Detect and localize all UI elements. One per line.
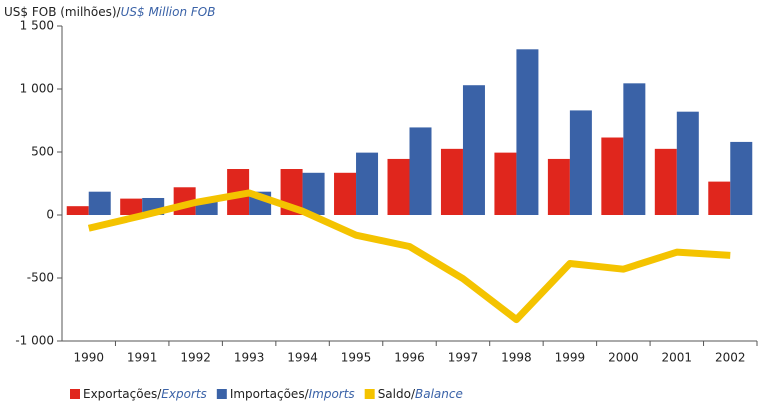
y-tick-label: 1 500	[20, 19, 54, 33]
x-tick-label: 1998	[501, 351, 532, 365]
bar	[730, 141, 753, 215]
x-tick-label: 1993	[234, 351, 265, 365]
x-tick-label: 1997	[448, 351, 479, 365]
bar	[494, 152, 517, 215]
bar	[601, 137, 624, 215]
x-tick-label: 1990	[73, 351, 104, 365]
x-tick-label: 2002	[715, 351, 746, 365]
x-tick-label: 2001	[662, 351, 693, 365]
legend-swatch	[364, 389, 375, 399]
y-tick-label: -1 000	[15, 334, 54, 348]
bar	[66, 206, 89, 215]
bar	[569, 110, 592, 215]
bar	[88, 191, 111, 215]
bar	[654, 148, 677, 215]
legend-label: Exportações/Exports	[83, 387, 207, 401]
balance-line	[87, 189, 731, 324]
legend-label: Saldo/Balance	[378, 387, 463, 401]
bar	[120, 198, 143, 215]
bar	[409, 127, 432, 215]
bar	[547, 158, 570, 215]
bar	[516, 49, 539, 216]
y-tick-label: 0	[46, 208, 54, 222]
y-tick-label: 1 000	[20, 82, 54, 96]
bar	[334, 172, 357, 215]
y-tick-label: 500	[31, 145, 54, 159]
x-tick-label: 1999	[555, 351, 586, 365]
legend-label: Importações/Imports	[230, 387, 355, 401]
bar	[302, 172, 325, 215]
x-tick-label: 1992	[180, 351, 211, 365]
x-tick-label: 2000	[608, 351, 639, 365]
x-tick-label: 1995	[341, 351, 372, 365]
bar	[387, 158, 410, 215]
bar	[462, 85, 485, 215]
bar	[440, 148, 463, 215]
y-tick-label: -500	[27, 271, 54, 285]
x-tick-label: 1991	[127, 351, 158, 365]
legend-swatch	[216, 389, 227, 399]
bar	[708, 181, 731, 215]
legend-swatch	[70, 389, 80, 399]
bar	[676, 111, 699, 215]
bar	[356, 152, 379, 215]
bar	[623, 83, 646, 215]
x-tick-label: 1996	[394, 351, 425, 365]
chart-title: US$ FOB (milhões)/US$ Million FOB	[4, 5, 215, 19]
x-tick-label: 1994	[287, 351, 318, 365]
